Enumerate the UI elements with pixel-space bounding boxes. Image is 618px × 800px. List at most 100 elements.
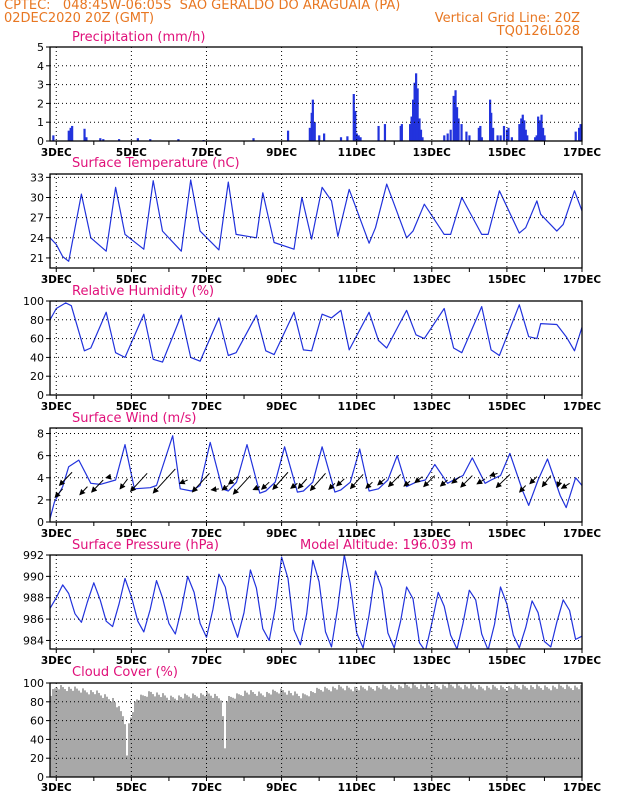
header-grid-line: Vertical Grid Line: 20Z <box>434 11 580 26</box>
wind-title: Surface Wind (m/s) <box>72 411 196 426</box>
precip-bar <box>359 137 362 141</box>
precip-bar <box>480 137 483 141</box>
wind-frame <box>49 427 583 523</box>
precip-bar <box>421 137 424 141</box>
cloud-bar <box>468 688 470 777</box>
cloud-bar <box>518 687 520 777</box>
precip-bar <box>446 133 449 141</box>
cloud-ytick-label: 60 <box>30 715 44 728</box>
precip-bar <box>457 118 460 141</box>
precip-frame <box>49 46 583 142</box>
cloud-bar <box>516 686 518 777</box>
cloud-bar <box>160 697 162 777</box>
pressure-xtick-label: 13DEC <box>413 655 452 667</box>
precip-bar <box>526 135 529 141</box>
cloud-ytick-label: 20 <box>30 752 44 765</box>
precip-xtick-label: 7DEC <box>191 147 222 159</box>
pressure-ytick-label: 984 <box>23 634 44 647</box>
cloud-bar <box>574 685 576 777</box>
precip-bar <box>543 135 546 141</box>
cloud-bar <box>412 683 414 777</box>
cloud-bar <box>470 683 472 777</box>
cloud-bar <box>144 696 146 777</box>
rh-ytick-label: 60 <box>30 333 44 346</box>
cloud-bar <box>530 685 532 777</box>
cloud-bar <box>390 684 392 777</box>
precip-bar <box>352 94 355 141</box>
cloud-bar <box>494 686 496 777</box>
cloud-bar <box>252 692 254 777</box>
cloud-bar <box>542 689 544 777</box>
cloud-bar <box>126 755 128 777</box>
cloud-bar <box>540 688 542 777</box>
precip-bar <box>136 138 139 141</box>
rh-xtick-label: 11DEC <box>338 401 377 413</box>
cloud-bar <box>64 689 66 777</box>
cloud-panel: Cloud Cover (%) 0 20 40 60 80 100 3DEC 5DEC 7DEC 9… <box>23 665 601 794</box>
cloud-bar <box>80 692 82 777</box>
cloud-bar <box>304 694 306 777</box>
rh-ytick-label: 20 <box>30 370 44 383</box>
precip-bar <box>460 124 463 141</box>
wind-xtick-label: 5DEC <box>116 528 147 540</box>
wind-xtick-label: 17DEC <box>563 528 602 540</box>
cloud-bar <box>100 695 102 777</box>
pressure-xtick-label: 17DEC <box>563 655 602 667</box>
precip-bar <box>502 125 506 141</box>
precip-bar <box>496 135 499 141</box>
cloud-bar <box>78 690 80 777</box>
cloud-bar <box>446 687 448 777</box>
wind-ytick-label: 4 <box>37 472 44 485</box>
wind-vector-arrow <box>272 471 289 490</box>
cloud-bar <box>464 684 466 777</box>
wind-vector-arrow <box>423 475 436 488</box>
cloud-bar <box>418 688 420 777</box>
cloud-bar <box>298 696 300 777</box>
precip-xtick-label: 3DEC <box>41 147 72 159</box>
cloud-bar <box>204 696 206 777</box>
precip-bar <box>488 99 492 141</box>
cloud-bar <box>142 695 144 777</box>
cloud-bar <box>76 688 78 777</box>
temp-plot-area <box>50 179 582 262</box>
wind-vector-arrow <box>252 484 261 491</box>
cloud-bar <box>168 700 170 777</box>
cloud-bar <box>424 688 426 777</box>
precip-xtick-label: 13DEC <box>413 147 452 159</box>
cloud-bar <box>398 684 400 777</box>
cloud-bar <box>476 689 478 777</box>
precip-xtick-label: 17DEC <box>563 147 602 159</box>
precip-ytick-label: 1 <box>37 116 44 129</box>
pressure-ytick-label: 988 <box>23 592 44 605</box>
cloud-bar <box>382 684 384 777</box>
rh-xtick-label: 5DEC <box>116 401 147 413</box>
cloud-bar <box>416 687 418 777</box>
cloud-bar <box>452 686 454 777</box>
precip-bar <box>538 120 542 141</box>
cloud-bar <box>502 687 504 777</box>
cloud-bar <box>414 685 416 777</box>
cloud-bar <box>250 690 252 777</box>
cloud-bar <box>154 696 156 777</box>
cloud-bar <box>90 690 92 777</box>
cloud-bar <box>208 693 210 777</box>
cloud-bar <box>576 687 578 777</box>
cloud-bar <box>94 694 96 777</box>
cloud-bar <box>96 690 98 777</box>
rh-plot-area <box>50 302 582 363</box>
pressure-ytick-label: 990 <box>23 570 44 583</box>
temp-title: Surface Temperature (nC) <box>72 156 240 171</box>
precip-bar <box>318 135 321 141</box>
pressure-series-line <box>50 555 582 649</box>
cloud-bar <box>224 748 226 777</box>
cloud-bar <box>360 685 362 777</box>
cloud-bar <box>70 688 72 777</box>
wind-vector-arrow <box>476 478 486 485</box>
precip-ytick-label: 2 <box>37 97 44 110</box>
temp-panel: Surface Temperature (nC) 21 24 27 30 33 3DEC 5D… <box>30 156 601 286</box>
pressure-panel: Surface Pressure (hPa) Model Altitude: 19… <box>23 538 601 667</box>
cloud-bar <box>378 687 380 777</box>
cloud-bar <box>140 694 142 777</box>
cloud-bar <box>244 690 246 777</box>
cloud-bar <box>302 693 304 777</box>
